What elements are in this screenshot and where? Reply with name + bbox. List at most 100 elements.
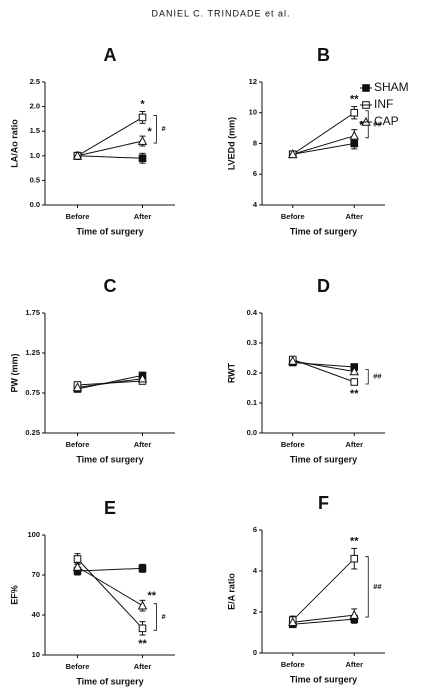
y-axis-label: E/A ratio xyxy=(226,573,236,610)
marker xyxy=(72,561,83,571)
y-tick-label: 0.4 xyxy=(247,308,258,317)
y-tick-label: 2.5 xyxy=(30,77,40,86)
marker xyxy=(349,609,359,619)
comparison-bracket xyxy=(365,369,369,385)
significance-mark: ** xyxy=(350,388,359,400)
y-tick-label: 0.5 xyxy=(30,175,40,184)
x-tick-label: Before xyxy=(281,660,305,669)
series-line xyxy=(292,143,355,155)
series-line xyxy=(292,614,355,623)
y-tick-label: 2.0 xyxy=(30,102,40,111)
y-tick-label: 1.0 xyxy=(30,151,40,160)
comparison-bracket xyxy=(365,556,369,618)
x-tick-label: Before xyxy=(281,440,305,449)
y-tick-label: 6 xyxy=(253,525,257,534)
marker xyxy=(138,113,147,122)
comparison-label: # xyxy=(162,612,167,621)
y-tick-label: 0.25 xyxy=(25,428,40,437)
panel-title: D xyxy=(317,276,330,296)
y-tick-label: 1.25 xyxy=(25,348,40,357)
comparison-label: # xyxy=(162,124,167,133)
marker xyxy=(350,378,359,386)
y-tick-label: 70 xyxy=(32,570,40,579)
significance-mark: ** xyxy=(138,638,147,650)
comparison-bracket xyxy=(153,603,157,631)
x-tick-label: After xyxy=(345,660,363,669)
marker xyxy=(350,108,359,117)
page-header: DANIEL C. TRINDADE et al. xyxy=(151,8,290,18)
series-line xyxy=(292,558,355,621)
x-tick-label: After xyxy=(134,440,152,449)
panel-title: C xyxy=(104,276,117,296)
comparison-bracket xyxy=(153,115,157,144)
y-tick-label: 0.0 xyxy=(30,200,40,209)
x-tick-label: Before xyxy=(281,212,305,221)
marker xyxy=(137,373,148,383)
x-axis-label: Time of surgery xyxy=(76,226,143,236)
panel-title: A xyxy=(104,45,117,65)
y-tick-label: 6 xyxy=(253,169,257,178)
y-tick-label: 1.75 xyxy=(25,308,40,317)
y-axis-label: RWT xyxy=(226,362,236,383)
x-axis-label: Time of surgery xyxy=(290,454,357,464)
y-tick-label: 2 xyxy=(253,607,257,616)
y-tick-label: 40 xyxy=(32,610,40,619)
significance-mark: ** xyxy=(148,590,157,602)
comparison-label: ## xyxy=(373,119,382,128)
series-line xyxy=(292,360,355,372)
x-tick-label: Before xyxy=(66,212,90,221)
y-axis-label: LVEDd (mm) xyxy=(226,117,236,170)
series-line xyxy=(77,374,143,390)
marker xyxy=(138,564,147,573)
comparison-label: ## xyxy=(373,582,382,591)
y-tick-label: 0.3 xyxy=(247,338,257,347)
panel-title: F xyxy=(318,493,329,513)
panel-title: B xyxy=(317,45,330,65)
marker xyxy=(288,355,298,365)
legend-label: SHAM xyxy=(374,80,409,94)
y-tick-label: 4 xyxy=(253,566,258,575)
comparison-label: ## xyxy=(373,372,382,381)
marker xyxy=(137,600,148,610)
y-tick-label: 0.75 xyxy=(25,388,40,397)
series-line xyxy=(292,112,355,155)
series-line xyxy=(77,116,143,157)
y-axis-label: LA/Ao ratio xyxy=(9,119,19,168)
y-tick-label: 8 xyxy=(253,138,257,147)
x-axis-label: Time of surgery xyxy=(76,454,143,464)
y-axis-label: PW (mm) xyxy=(9,354,19,393)
series-line xyxy=(77,140,143,157)
y-tick-label: 10 xyxy=(249,108,257,117)
significance-mark: * xyxy=(148,126,153,138)
y-tick-label: 12 xyxy=(249,77,257,86)
y-tick-label: 10 xyxy=(32,650,40,659)
y-tick-label: 0.1 xyxy=(247,398,257,407)
legend-label: INF xyxy=(374,97,393,111)
y-tick-label: 0.2 xyxy=(247,368,257,377)
marker xyxy=(288,149,298,159)
x-axis-label: Time of surgery xyxy=(76,676,143,686)
x-tick-label: Before xyxy=(66,662,90,671)
legend-label: CAP xyxy=(374,114,399,128)
y-axis-label: EF% xyxy=(9,585,19,605)
series-line xyxy=(292,135,355,155)
x-axis-label: Time of surgery xyxy=(290,674,357,684)
marker xyxy=(349,130,359,140)
panel-title: E xyxy=(104,498,116,518)
y-tick-label: 0.0 xyxy=(247,428,257,437)
series-line xyxy=(77,378,143,388)
marker xyxy=(72,150,83,160)
y-tick-label: 0 xyxy=(253,648,257,657)
marker xyxy=(138,624,147,633)
marker xyxy=(350,554,359,563)
y-tick-label: 1.5 xyxy=(30,126,40,135)
series-line xyxy=(77,566,143,607)
y-tick-label: 4 xyxy=(253,200,258,209)
series-line xyxy=(77,155,143,159)
series-line xyxy=(292,618,355,625)
marker xyxy=(73,555,82,563)
significance-mark: * xyxy=(140,98,145,110)
marker xyxy=(138,154,147,163)
marker xyxy=(288,617,298,627)
